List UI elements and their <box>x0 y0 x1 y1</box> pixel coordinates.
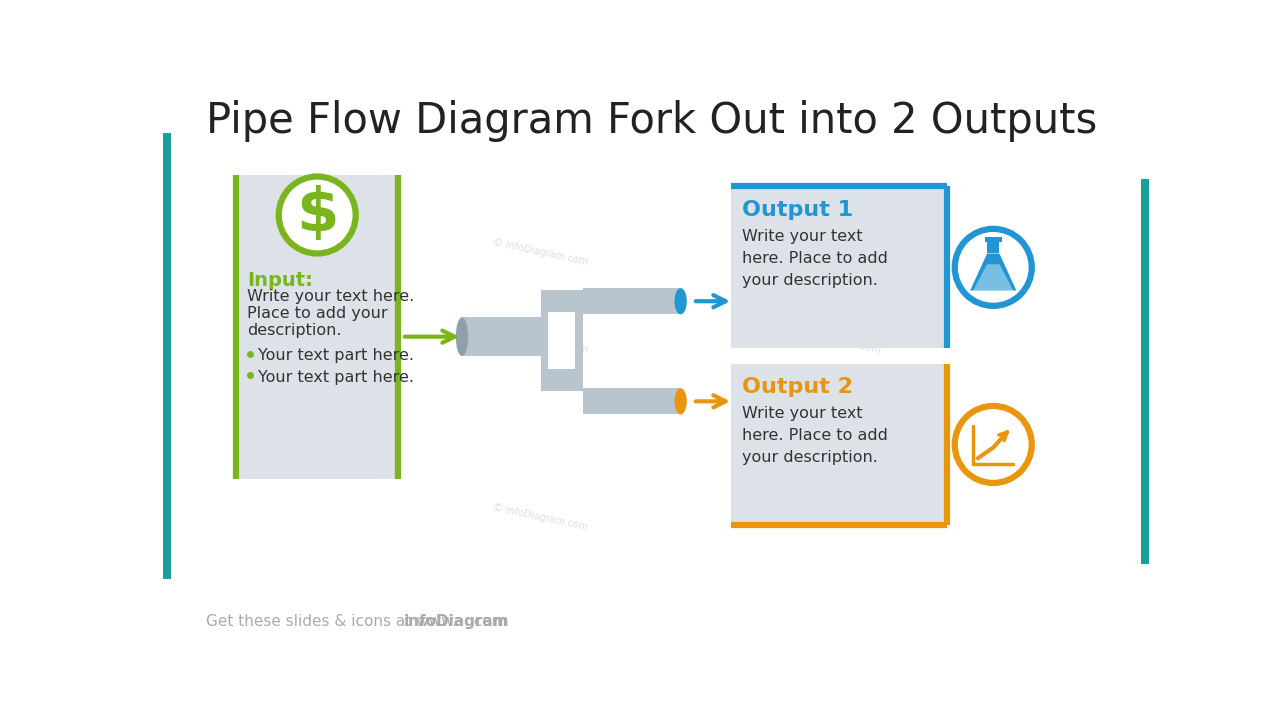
Circle shape <box>955 229 1032 306</box>
Text: Write your text
here. Place to add
your description.: Write your text here. Place to add your … <box>742 406 888 465</box>
Text: Output 1: Output 1 <box>742 200 854 220</box>
Text: Get these slides & icons at www.: Get these slides & icons at www. <box>206 614 457 629</box>
Text: © infoDiagram.com: © infoDiagram.com <box>276 199 374 228</box>
Text: © infoDiagram.com: © infoDiagram.com <box>785 325 882 356</box>
Bar <box>987 241 1000 253</box>
Bar <box>462 318 556 356</box>
Bar <box>1140 179 1149 564</box>
Ellipse shape <box>456 318 468 356</box>
Text: Write your text here.: Write your text here. <box>247 289 415 304</box>
Bar <box>731 364 947 526</box>
Text: Your text part here.: Your text part here. <box>257 348 413 363</box>
Polygon shape <box>973 264 1014 290</box>
Text: Output 2: Output 2 <box>742 377 854 397</box>
Text: $: $ <box>296 186 338 245</box>
Circle shape <box>279 176 356 253</box>
Bar <box>731 186 947 348</box>
Text: Input:: Input: <box>247 271 314 290</box>
Text: Pipe Flow Diagram Fork Out into 2 Outputs: Pipe Flow Diagram Fork Out into 2 Output… <box>206 100 1097 142</box>
Polygon shape <box>970 253 1016 290</box>
Text: infoDiagram: infoDiagram <box>404 614 509 629</box>
Bar <box>540 290 582 390</box>
Ellipse shape <box>675 388 687 415</box>
Text: .com: .com <box>468 614 507 629</box>
Bar <box>164 132 172 579</box>
Circle shape <box>955 406 1032 483</box>
Text: Your text part here.: Your text part here. <box>257 370 413 384</box>
Text: © infoDiagram.com: © infoDiagram.com <box>492 325 589 356</box>
Ellipse shape <box>675 288 687 315</box>
Bar <box>984 237 1002 242</box>
Text: © infoDiagram.com: © infoDiagram.com <box>492 503 589 533</box>
Text: description.: description. <box>247 323 342 338</box>
Text: Place to add your: Place to add your <box>247 306 388 321</box>
Text: Write your text
here. Place to add
your description.: Write your text here. Place to add your … <box>742 229 888 288</box>
Bar <box>582 288 681 315</box>
Bar <box>582 388 681 415</box>
Bar <box>548 312 575 369</box>
Bar <box>237 175 398 479</box>
Text: © infoDiagram.com: © infoDiagram.com <box>785 480 882 510</box>
Text: © infoDiagram.com: © infoDiagram.com <box>492 237 589 267</box>
